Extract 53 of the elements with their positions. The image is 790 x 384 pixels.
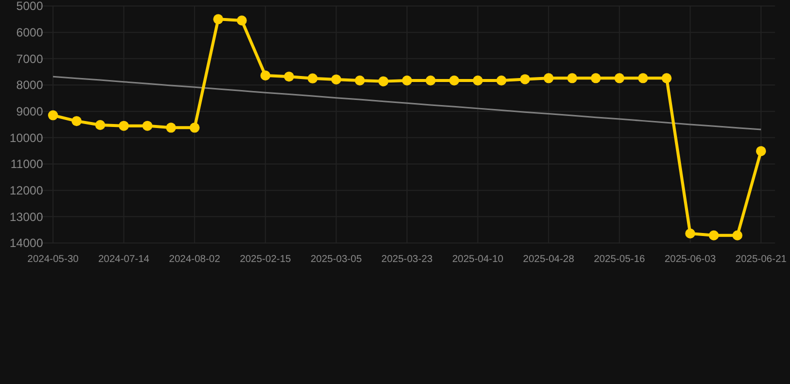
point xyxy=(732,230,742,240)
x-tick-label: 2025-04-10 xyxy=(452,254,504,265)
point xyxy=(426,76,436,86)
x-tick-label: 2025-03-05 xyxy=(310,254,362,265)
x-tick-label: 2025-04-28 xyxy=(523,254,575,265)
point xyxy=(260,70,270,81)
y-tick-label: 9000 xyxy=(16,104,44,119)
point xyxy=(520,74,530,84)
y-tick-label: 8000 xyxy=(16,78,44,92)
point xyxy=(685,228,696,239)
point xyxy=(72,116,82,126)
point xyxy=(308,73,318,84)
x-tick-label: 2025-05-16 xyxy=(594,254,646,265)
point xyxy=(544,73,554,84)
y-tick-label: 6000 xyxy=(16,26,44,40)
point xyxy=(567,73,578,84)
point xyxy=(284,72,294,82)
point xyxy=(638,73,648,84)
x-tick-label: 2024-08-02 xyxy=(169,254,221,265)
y-tick-label: 5000 xyxy=(16,0,44,14)
y-tick-label: 14000 xyxy=(10,236,44,250)
point xyxy=(142,120,152,131)
point xyxy=(48,110,58,120)
point xyxy=(590,73,601,84)
y-tick-label: 12000 xyxy=(10,184,44,198)
point xyxy=(756,146,766,156)
point xyxy=(331,74,342,84)
x-tick-label: 2024-07-14 xyxy=(98,254,150,265)
point xyxy=(614,73,624,84)
x-tick-label: 2025-02-15 xyxy=(240,254,292,265)
point xyxy=(190,122,200,133)
y-tick-label: 7000 xyxy=(16,52,44,66)
x-tick-label: 2025-06-21 xyxy=(735,254,788,265)
point xyxy=(213,14,224,24)
point xyxy=(354,76,365,86)
point xyxy=(402,76,412,86)
point xyxy=(166,122,176,133)
point xyxy=(496,76,506,86)
point xyxy=(236,15,247,26)
y-tick-label: 11000 xyxy=(10,157,44,172)
y-tick-label: 13000 xyxy=(10,210,44,224)
point xyxy=(378,76,388,86)
point xyxy=(449,76,460,86)
point xyxy=(95,120,106,130)
x-tick-label: 2025-03-23 xyxy=(381,254,434,265)
y-tick-label: 10000 xyxy=(10,130,44,145)
point xyxy=(662,73,672,84)
point xyxy=(472,76,483,86)
point xyxy=(708,230,719,240)
x-tick-label: 2024-05-30 xyxy=(27,254,80,265)
x-tick-label: 2025-06-03 xyxy=(664,254,716,265)
line-series xyxy=(52,76,762,130)
point xyxy=(118,120,129,131)
